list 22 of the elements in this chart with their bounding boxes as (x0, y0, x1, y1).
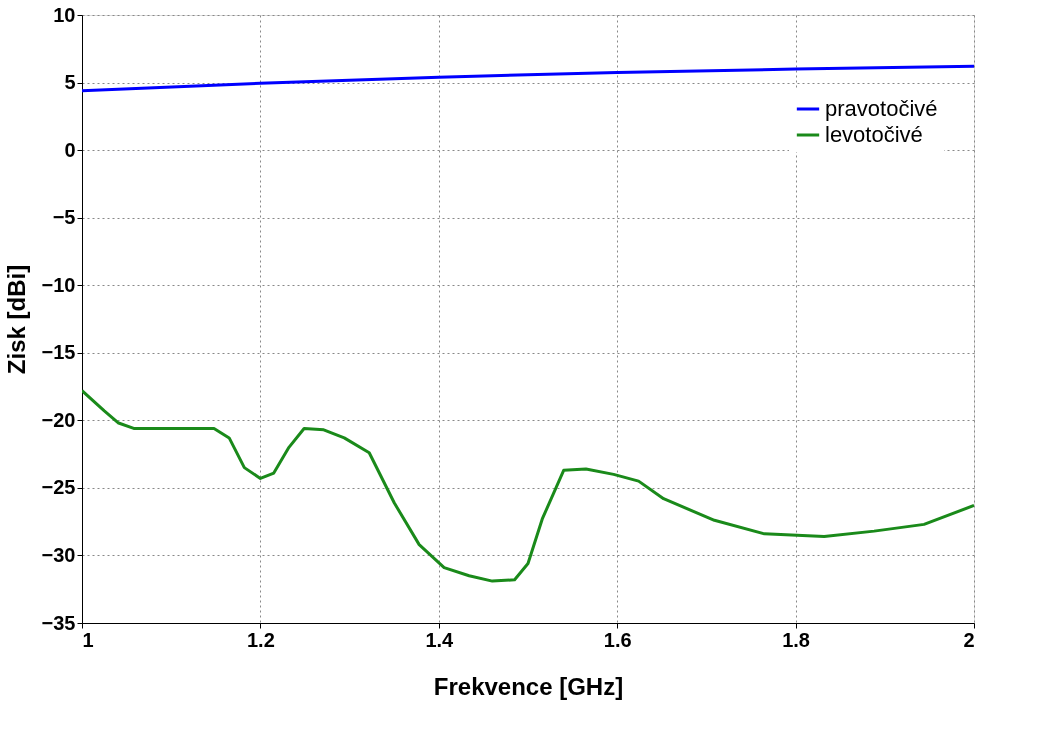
y-tick-label: −10 (41, 273, 76, 296)
x-tick-label: 1.2 (246, 628, 275, 651)
y-tick-label: −35 (41, 611, 76, 634)
y-tick-label: 10 (53, 3, 76, 26)
x-tick-label: 2 (963, 628, 975, 651)
legend-label: pravotočivé (825, 96, 938, 121)
y-tick-label: −5 (52, 206, 76, 229)
y-axis-title: Zisk [dBi] (2, 264, 30, 375)
y-tick-label: −20 (41, 408, 76, 431)
line-series (82, 64, 974, 93)
x-tick-label: 1.8 (782, 628, 811, 651)
x-tick-label: 1 (82, 628, 94, 651)
x-tick-label: 1.4 (425, 628, 455, 651)
x-tick-label: 1.6 (603, 628, 632, 651)
y-tick-label: −30 (41, 543, 76, 566)
y-tick-label: 0 (64, 138, 76, 161)
y-tick-label: −15 (41, 341, 76, 364)
legend-label: levotočivé (825, 122, 923, 147)
y-tick-label: −25 (41, 476, 76, 499)
y-tick-label: 5 (64, 71, 76, 94)
x-axis-title: Frekvence [GHz] (433, 672, 624, 700)
line-series (82, 389, 974, 583)
